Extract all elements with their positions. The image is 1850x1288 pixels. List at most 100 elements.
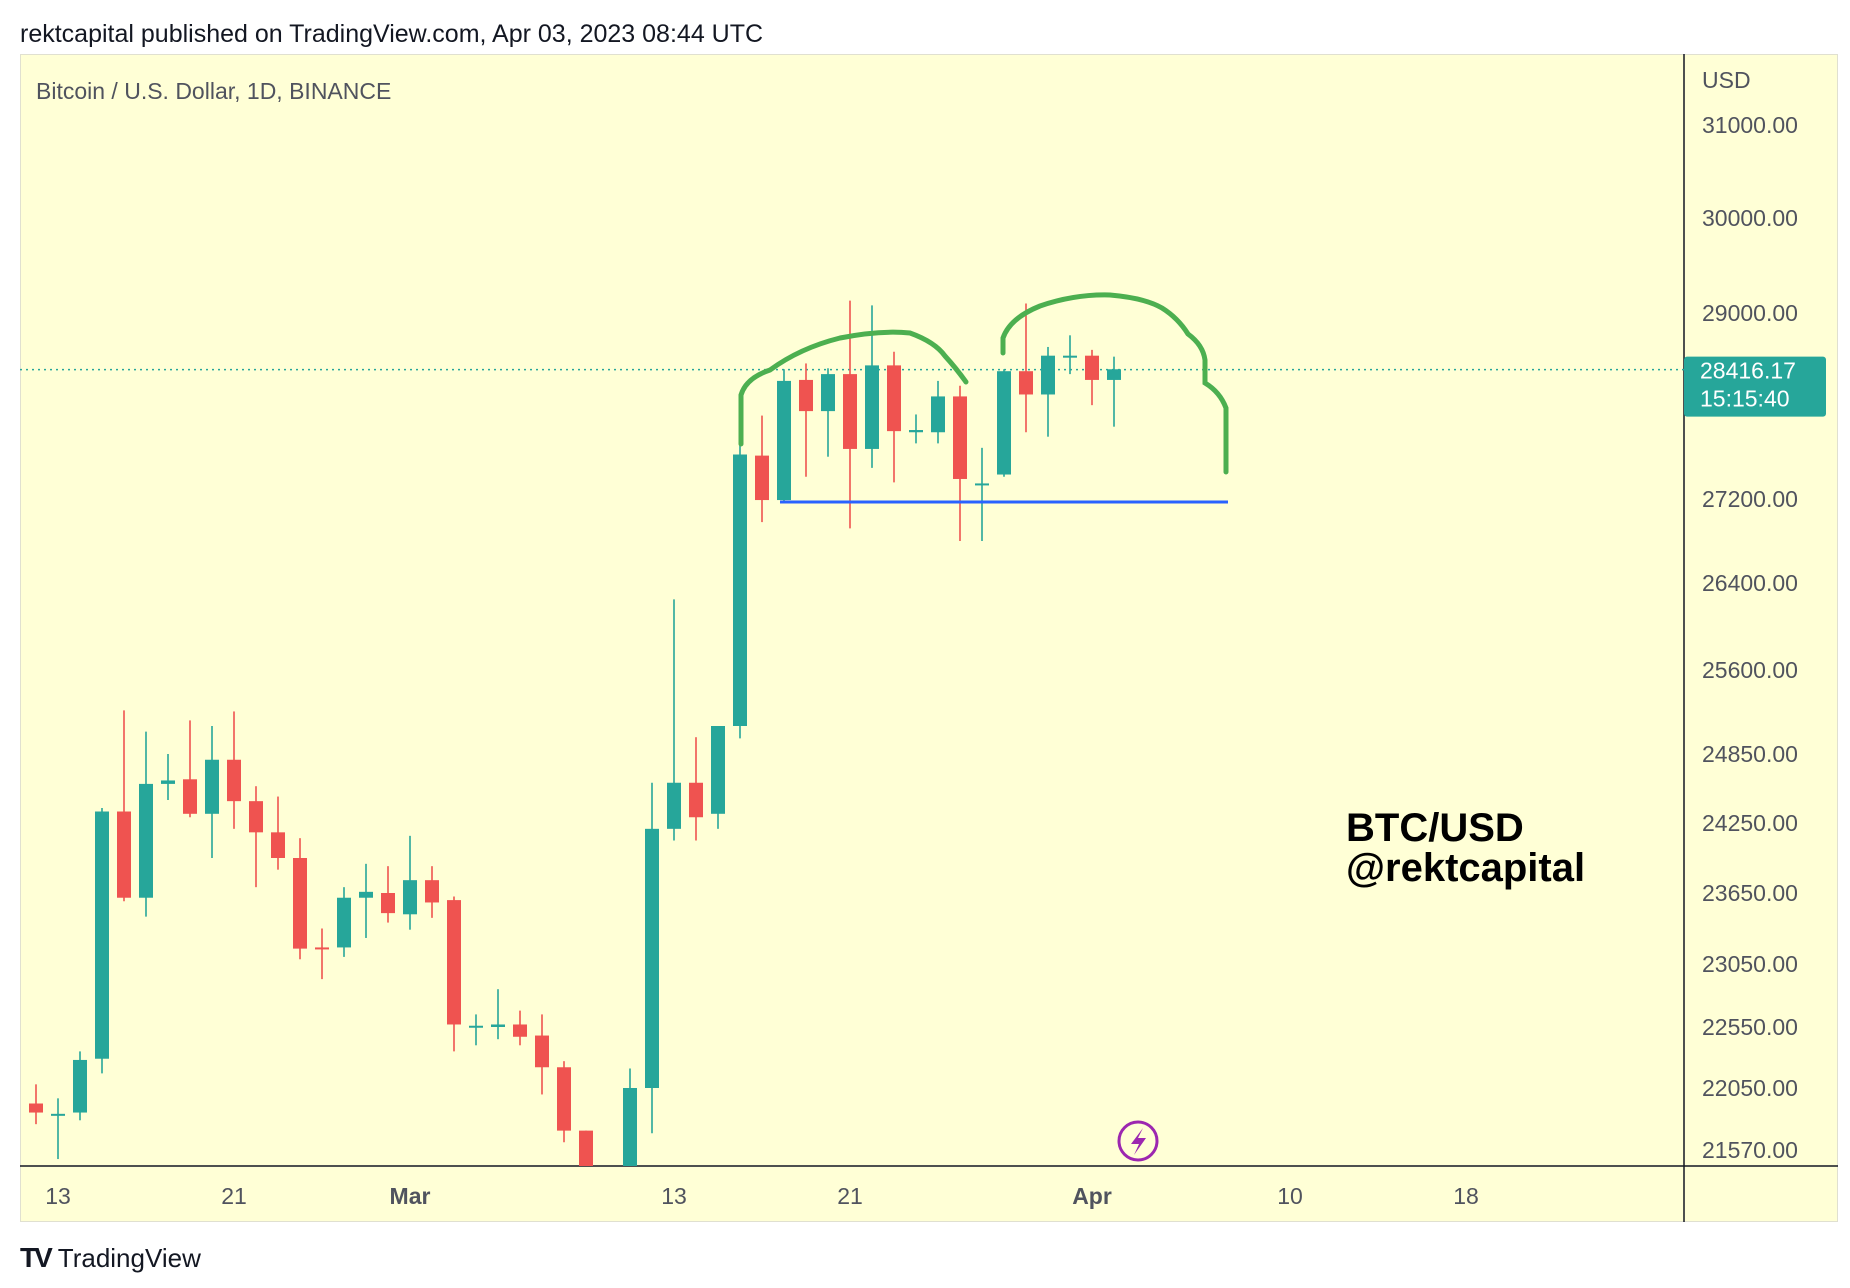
- candle-body: [843, 374, 857, 449]
- time-tick-label: 18: [1453, 1183, 1479, 1209]
- candle-body: [535, 1035, 549, 1068]
- candle: [953, 385, 967, 541]
- candle-body: [381, 893, 395, 914]
- price-axis[interactable]: 31000.00 30000.00 29000.00 27200.00 26400.00…: [1702, 112, 1798, 1163]
- candle-body: [1085, 355, 1099, 380]
- candle: [1019, 303, 1033, 433]
- time-axis[interactable]: 13 21 Mar 13 21 Apr 10 18: [45, 1183, 1479, 1209]
- candle-body: [733, 454, 747, 726]
- time-tick-label: Apr: [1072, 1183, 1112, 1209]
- candle-body: [403, 880, 417, 915]
- lightning-bolt-icon[interactable]: [1117, 1120, 1159, 1162]
- candle: [535, 1014, 549, 1095]
- candle-body: [623, 1088, 637, 1166]
- time-tick-label: 10: [1277, 1183, 1303, 1209]
- candle: [249, 786, 263, 888]
- candle-body: [469, 1025, 483, 1028]
- candle-body: [865, 365, 879, 449]
- price-tick-label: 21570.00: [1702, 1137, 1798, 1163]
- candle-body: [95, 811, 109, 1059]
- candle: [29, 1084, 43, 1125]
- candle: [1063, 335, 1077, 375]
- price-tick-label: 22050.00: [1702, 1075, 1798, 1101]
- candle: [271, 796, 285, 870]
- candle: [293, 838, 307, 960]
- candle-body: [1019, 371, 1033, 395]
- footer-brand[interactable]: TV TradingView: [20, 1242, 201, 1274]
- candle: [315, 928, 329, 980]
- candle-body: [425, 880, 439, 903]
- candle: [865, 305, 879, 468]
- watermark: BTC/USD @rektcapital: [1346, 808, 1585, 888]
- price-tick-label: 23650.00: [1702, 880, 1798, 906]
- candle: [645, 782, 659, 1134]
- candle-body: [909, 430, 923, 433]
- time-tick-label: 21: [837, 1183, 863, 1209]
- candle: [139, 731, 153, 917]
- candle: [799, 363, 813, 477]
- candle: [95, 808, 109, 1074]
- candle-body: [953, 396, 967, 479]
- candle-body: [557, 1067, 571, 1131]
- candle: [931, 380, 945, 444]
- candle-body: [51, 1113, 65, 1116]
- time-tick-label: 13: [45, 1183, 71, 1209]
- candle: [1085, 349, 1099, 406]
- right-dome-drawing: [1000, 292, 1229, 475]
- candle: [491, 989, 505, 1040]
- last-price-tag: 28416.17 15:15:40: [1684, 356, 1826, 417]
- candle: [447, 896, 461, 1052]
- candle-body: [447, 900, 461, 1025]
- candle-body: [931, 396, 945, 433]
- time-tick-label: 21: [221, 1183, 247, 1209]
- price-tick-label: 26400.00: [1702, 570, 1798, 596]
- candle: [513, 1010, 527, 1046]
- candle: [359, 863, 373, 938]
- candle-body: [73, 1059, 87, 1113]
- price-tick-label: 23050.00: [1702, 951, 1798, 977]
- candle-body: [359, 891, 373, 898]
- price-tick-label: 27200.00: [1702, 486, 1798, 512]
- tradingview-logo-icon: TV: [20, 1242, 53, 1273]
- candle: [733, 415, 747, 739]
- chart-pane[interactable]: [20, 54, 1838, 1222]
- time-tick-label: 13: [661, 1183, 687, 1209]
- candle: [623, 1068, 637, 1166]
- candle-body: [975, 483, 989, 486]
- candle: [777, 369, 791, 502]
- candle-body: [711, 726, 725, 814]
- brand-name: TradingView: [57, 1242, 201, 1273]
- candle-body: [689, 782, 703, 818]
- candle-body: [29, 1103, 43, 1113]
- candle: [579, 1130, 593, 1166]
- candle: [821, 368, 835, 457]
- candle-body: [645, 828, 659, 1088]
- candle: [403, 835, 417, 930]
- candle: [1041, 346, 1055, 437]
- candle: [689, 737, 703, 841]
- candle: [425, 866, 439, 918]
- candle: [887, 351, 901, 483]
- candle-body: [1063, 355, 1077, 358]
- time-tick-label: Mar: [390, 1183, 431, 1209]
- price-tick-label: 25600.00: [1702, 657, 1798, 683]
- candle: [909, 414, 923, 444]
- candle-body: [117, 811, 131, 898]
- candle-body: [1041, 355, 1055, 395]
- candle-body: [227, 759, 241, 802]
- bar-countdown: 15:15:40: [1700, 386, 1790, 412]
- price-tick-label: 29000.00: [1702, 300, 1798, 326]
- candle-body: [315, 947, 329, 950]
- candle-body: [183, 779, 197, 814]
- candle-body: [205, 759, 219, 814]
- candle: [469, 1014, 483, 1046]
- candle: [183, 720, 197, 818]
- candle: [711, 726, 725, 829]
- candle-body: [271, 832, 285, 858]
- candle-body: [249, 801, 263, 833]
- candles-group: [29, 300, 1121, 1166]
- candle-body: [337, 897, 351, 948]
- candle: [337, 887, 351, 957]
- candle-body: [821, 374, 835, 412]
